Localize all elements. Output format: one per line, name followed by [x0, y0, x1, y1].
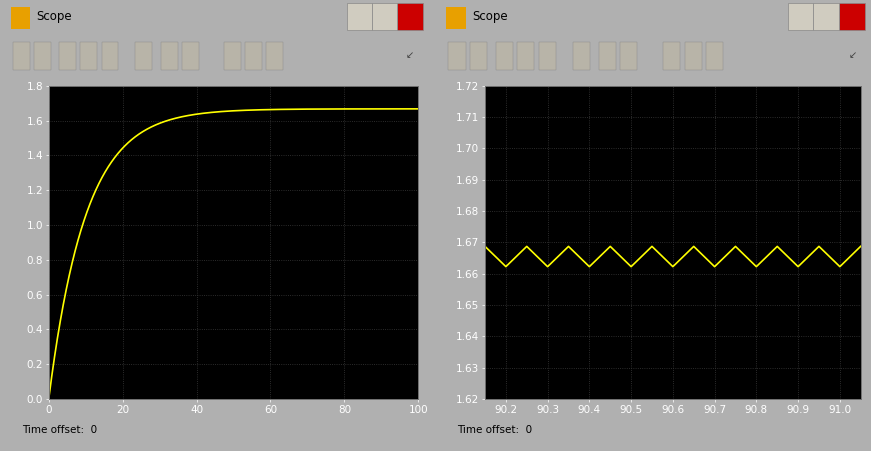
Bar: [10, 7, 30, 29]
Bar: [787, 3, 814, 31]
Text: Scope: Scope: [36, 10, 71, 23]
Text: Time offset:  0: Time offset: 0: [457, 425, 532, 435]
Bar: [245, 42, 262, 70]
Bar: [663, 42, 680, 70]
Text: ↙: ↙: [406, 50, 414, 60]
Bar: [267, 42, 283, 70]
Bar: [706, 42, 723, 70]
Bar: [13, 42, 30, 70]
Bar: [135, 42, 152, 70]
Bar: [102, 42, 118, 70]
Bar: [598, 42, 616, 70]
Bar: [59, 42, 76, 70]
Bar: [446, 7, 466, 29]
Bar: [470, 42, 487, 70]
Bar: [496, 42, 513, 70]
Text: Time offset:  0: Time offset: 0: [22, 425, 97, 435]
Bar: [538, 42, 556, 70]
Bar: [160, 42, 178, 70]
Bar: [573, 42, 591, 70]
Bar: [620, 42, 638, 70]
Bar: [224, 42, 241, 70]
Bar: [685, 42, 702, 70]
Bar: [397, 3, 422, 31]
Bar: [517, 42, 534, 70]
Bar: [347, 3, 372, 31]
Bar: [80, 42, 98, 70]
Bar: [839, 3, 865, 31]
Bar: [449, 42, 466, 70]
Bar: [34, 42, 51, 70]
Text: ↙: ↙: [848, 50, 856, 60]
Bar: [372, 3, 397, 31]
Text: Scope: Scope: [472, 10, 508, 23]
Bar: [182, 42, 199, 70]
Bar: [814, 3, 839, 31]
